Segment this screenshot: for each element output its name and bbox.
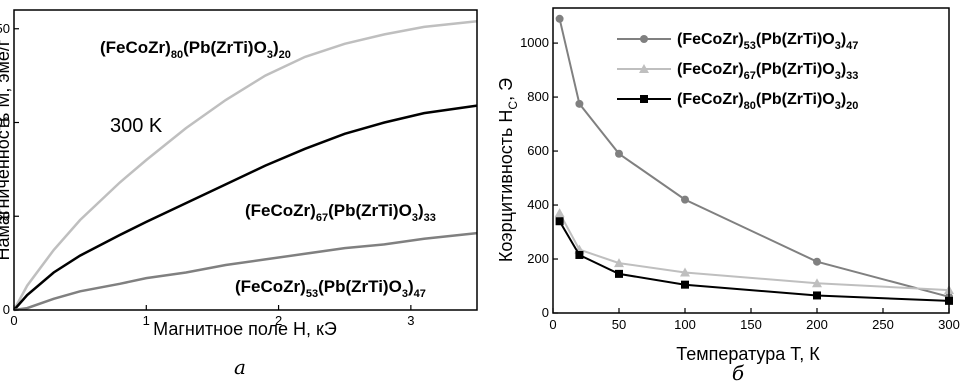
chart-a-curves: [12, 20, 478, 312]
chart-a-temperature-label: 300 K: [110, 115, 163, 137]
chart-b-data-point-fecozr-67-pb-zrti-o3-33: [614, 258, 624, 268]
chart-a-series-line-fecozr-53-pb-zrti-o3-47: [13, 231, 478, 312]
chart-b-curves: [554, 14, 954, 305]
chart-a-y-tick-label: 150: [0, 21, 10, 36]
chart-b-y-ticks: 0 200 400 600 800 1000: [520, 35, 558, 320]
chart-b-legend-label-fecozr-67-pb-zrti-o3-33: (FeCoZr)67(Pb(ZrTi)O3)33: [677, 61, 858, 82]
chart-a-y-ticks: 0 50 100 150: [0, 21, 19, 317]
chart-b-data-point-fecozr-53-pb-zrti-o3-47: [681, 195, 689, 204]
chart-b-data-point-fecozr-67-pb-zrti-o3-33: [554, 208, 565, 218]
chart-a-y-axis-label: Намагниченность M, эме/г: [0, 39, 13, 260]
chart-a-y-tick-label: 50: [0, 208, 10, 223]
chart-b-legend-marker-fecozr-53-pb-zrti-o3-47: [640, 35, 648, 43]
chart-b-data-point-fecozr-80-pb-zrti-o3-20: [575, 250, 584, 259]
chart-b-x-tick-label: 150: [740, 317, 762, 332]
chart-a-x-tick-label: 1: [143, 313, 150, 328]
chart-a-panel-label: а: [234, 355, 246, 379]
chart-a-x-tick-label: 0: [10, 313, 17, 328]
chart-b-legend: (FeCoZr)53(Pb(ZrTi)O3)47 (FeCoZr)67(Pb(Zr…: [617, 31, 858, 112]
chart-b-data-point-fecozr-53-pb-zrti-o3-47: [615, 149, 623, 158]
chart-b-y-tick-label: 400: [527, 197, 549, 212]
chart-b-frame: [552, 7, 950, 314]
chart-b-series-line-fecozr-67-pb-zrti-o3-33: [558, 212, 950, 292]
chart-a-series-label-67: (FeCoZr)67(Pb(ZrTi)O3)33: [245, 201, 436, 224]
chart-b-data-point-fecozr-80-pb-zrti-o3-20: [615, 269, 623, 278]
chart-a-y-tick-label: 100: [0, 115, 10, 130]
chart-b-data-point-fecozr-53-pb-zrti-o3-47: [575, 99, 584, 108]
chart-b-data-point-fecozr-53-pb-zrti-o3-47: [813, 257, 821, 266]
chart-b-y-tick-label: 0: [542, 305, 549, 320]
chart-b-legend-label-fecozr-53-pb-zrti-o3-47: (FeCoZr)53(Pb(ZrTi)O3)47: [677, 31, 858, 52]
chart-b-data-point-fecozr-80-pb-zrti-o3-20: [813, 291, 821, 300]
chart-b-legend-marker-fecozr-80-pb-zrti-o3-20: [640, 95, 648, 103]
chart-b-y-tick-label: 1000: [520, 35, 549, 50]
chart-b-legend-marker-fecozr-67-pb-zrti-o3-33: [639, 64, 649, 73]
chart-b-data-point-fecozr-67-pb-zrti-o3-33: [812, 278, 822, 288]
chart-a-x-tick-label: 3: [407, 313, 414, 328]
chart-b-data-point-fecozr-67-pb-zrti-o3-33: [680, 267, 690, 277]
chart-b-data-point-fecozr-80-pb-zrti-o3-20: [555, 217, 564, 226]
chart-a-frame: [13, 9, 478, 311]
chart-a-y-tick-label: 0: [3, 302, 10, 317]
chart-b: 0 50 100 150 200 250 300 0 200 400 600 800 1000 (Fe…: [496, 7, 960, 385]
chart-a-series-line-fecozr-67-pb-zrti-o3-33: [13, 104, 478, 311]
chart-b-x-axis-label: Температура T, К: [676, 344, 820, 364]
chart-b-series-line-fecozr-53-pb-zrti-o3-47: [558, 18, 950, 298]
chart-b-data-point-fecozr-53-pb-zrti-o3-47: [555, 14, 564, 23]
chart-b-x-tick-label: 200: [806, 317, 828, 332]
chart-a-series-label-53: (FeCoZr)53(Pb(ZrTi)O3)47: [235, 277, 426, 300]
chart-b-x-tick-label: 300: [938, 317, 960, 332]
chart-b-series-line-fecozr-80-pb-zrti-o3-20: [558, 220, 950, 302]
chart-a-x-axis-label: Магнитное поле H, кЭ: [153, 319, 337, 339]
chart-a-x-tick-label: 2: [275, 313, 282, 328]
chart-b-x-tick-label: 250: [872, 317, 894, 332]
chart-b-y-tick-label: 200: [527, 251, 549, 266]
chart-a-series-line-fecozr-80-pb-zrti-o3-20: [12, 20, 478, 311]
chart-b-y-axis-label: Коэрцитивность HC, Э: [496, 78, 520, 262]
chart-b-x-tick-label: 50: [612, 317, 626, 332]
chart-a-x-ticks: 0 1 2 3: [10, 305, 414, 328]
chart-b-x-tick-label: 0: [549, 317, 556, 332]
chart-b-data-point-fecozr-80-pb-zrti-o3-20: [681, 280, 689, 289]
chart-a-series-label-80: (FeCoZr)80(Pb(ZrTi)O3)20: [100, 38, 291, 61]
chart-b-y-tick-label: 800: [527, 89, 549, 104]
chart-b-legend-label-fecozr-80-pb-zrti-o3-20: (FeCoZr)80(Pb(ZrTi)O3)20: [677, 91, 858, 112]
chart-b-y-tick-label: 600: [527, 143, 549, 158]
chart-b-x-ticks: 0 50 100 150 200 250 300: [549, 308, 960, 332]
chart-b-panel-label: б: [732, 361, 745, 385]
chart-b-x-tick-label: 100: [674, 317, 696, 332]
